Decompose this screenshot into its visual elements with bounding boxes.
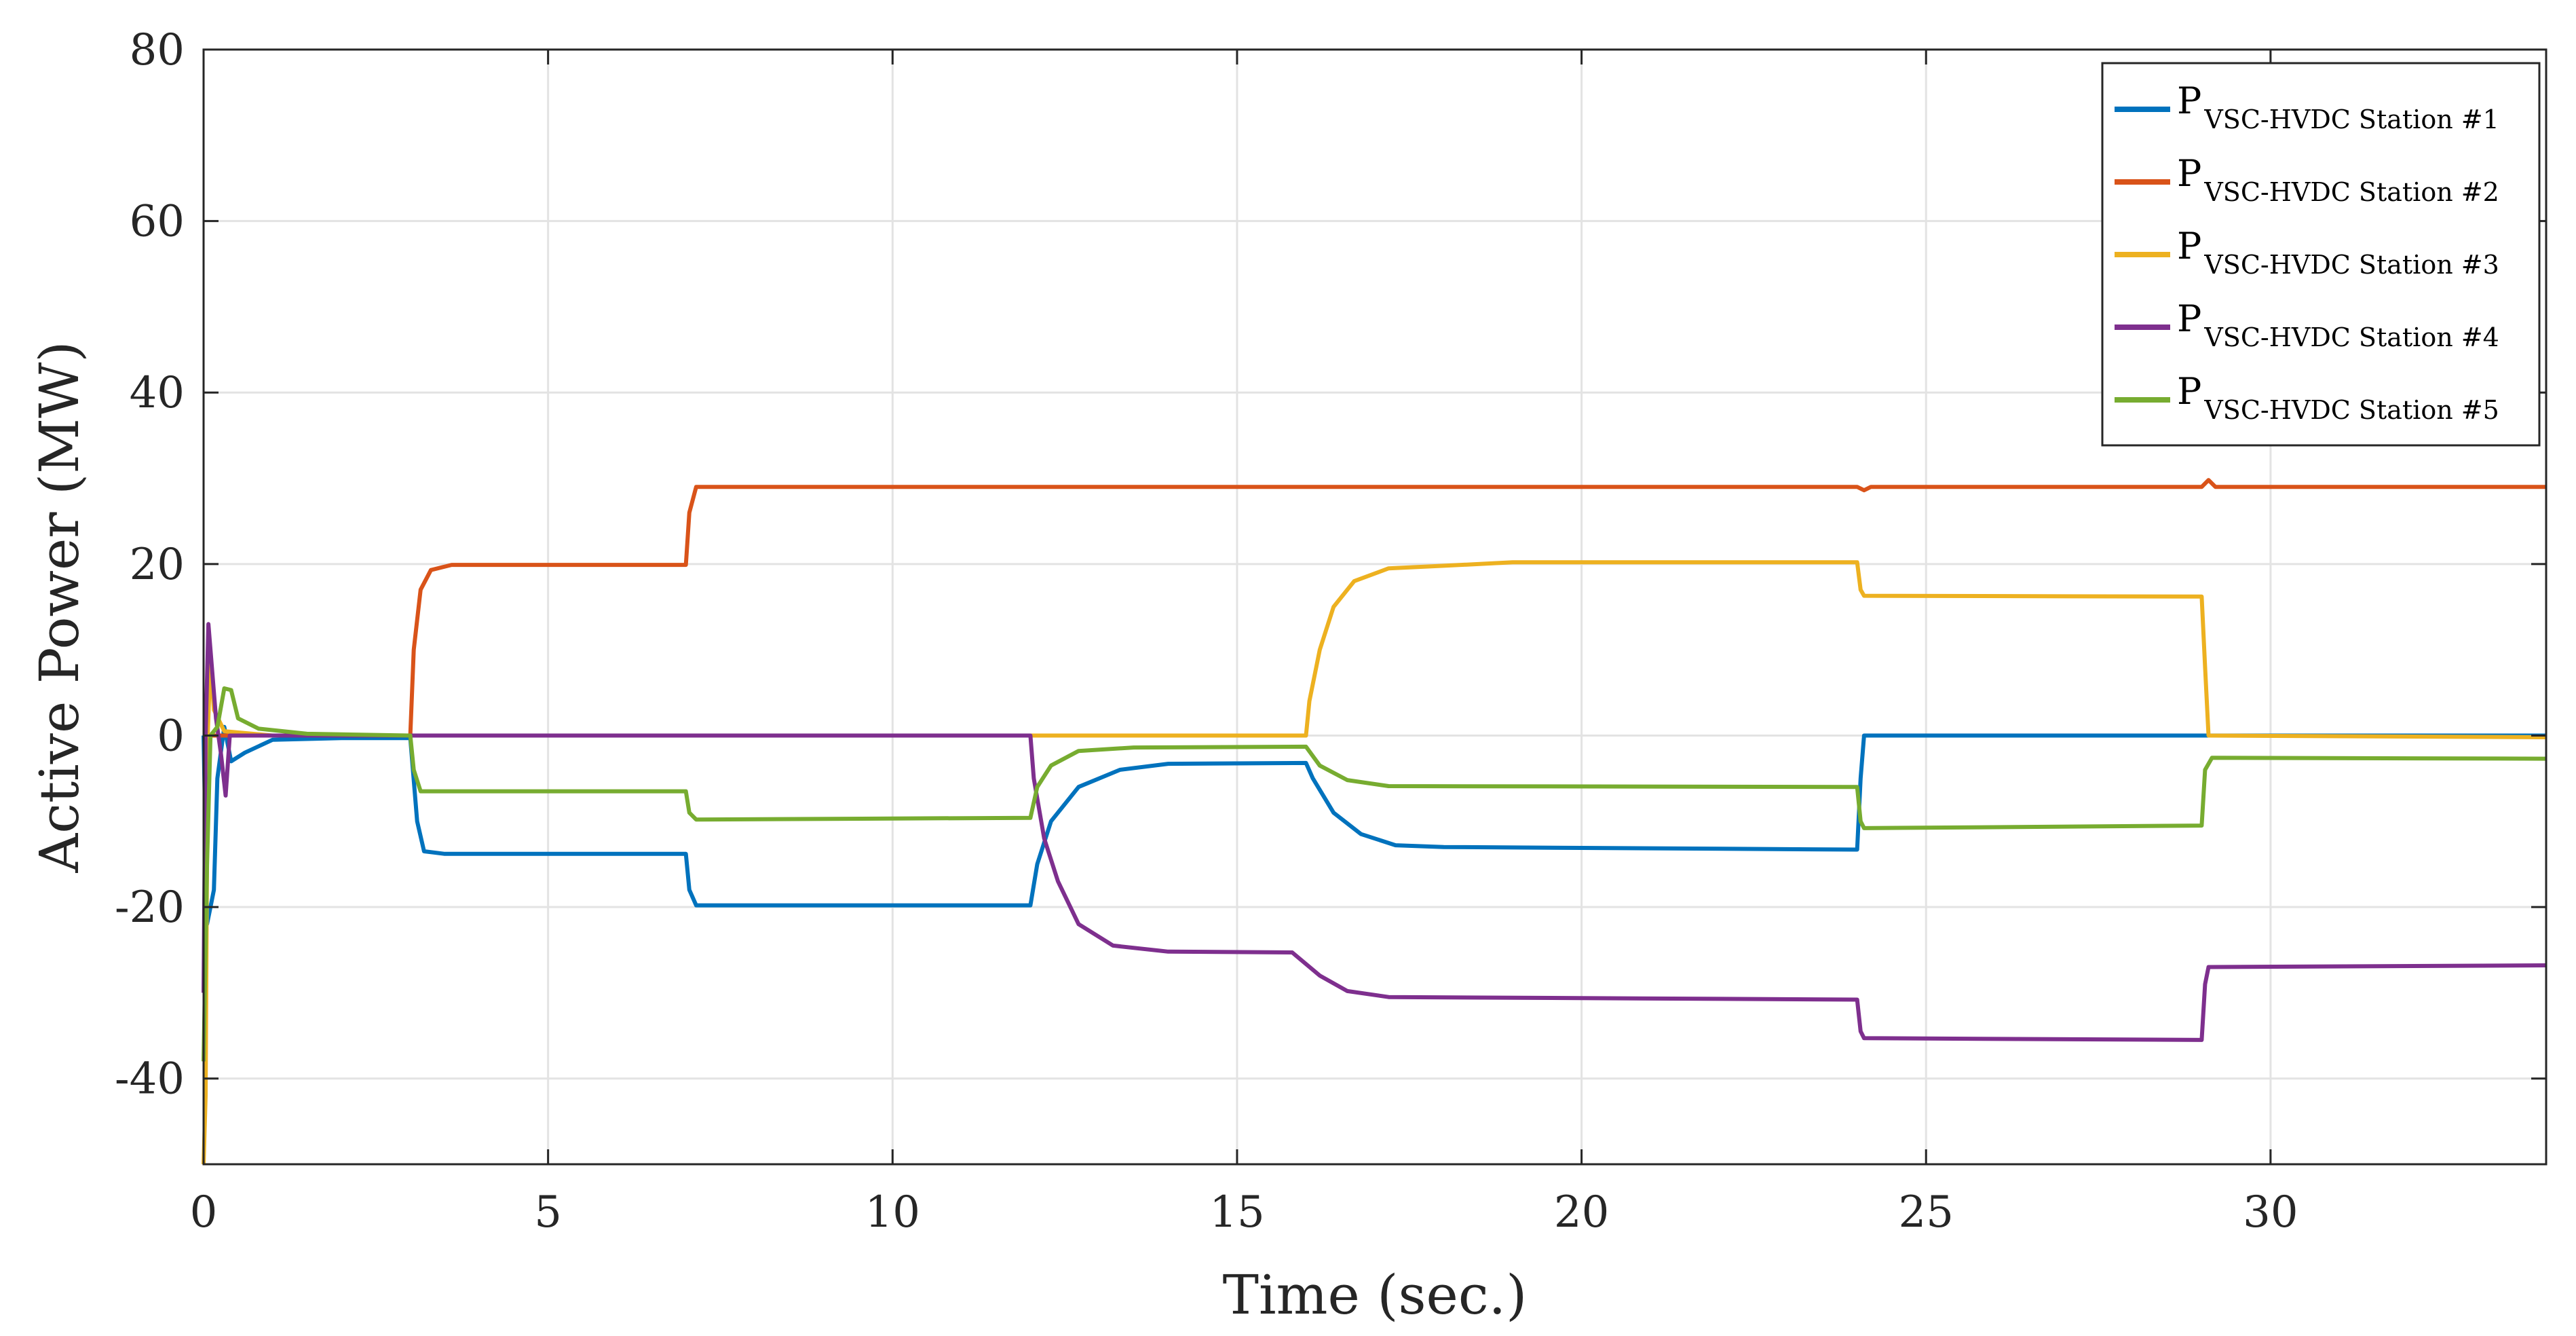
plot-frame	[202, 48, 2547, 1166]
legend-subscript: VSC-HVDC Station #2	[2203, 177, 2499, 207]
x-tick-label: 5	[534, 1187, 562, 1238]
x-axis-label: Time (sec.)	[1223, 1263, 1528, 1326]
x-tick-label: 0	[190, 1187, 218, 1238]
legend-box	[2101, 62, 2541, 447]
legend-label-station-1: P VSC-HVDC Station #1	[2177, 79, 2499, 134]
legend-subscript: VSC-HVDC Station #1	[2203, 105, 2499, 134]
x-tick-label: 10	[865, 1187, 920, 1238]
y-axis-label: Active Power (MW)	[28, 341, 91, 873]
y-tick-label: 60	[130, 197, 185, 247]
y-tick-label: -40	[115, 1054, 185, 1105]
series-lines	[202, 478, 2547, 1165]
series-line-station-5	[202, 686, 2547, 1062]
legend-subscript: VSC-HVDC Station #5	[2203, 395, 2499, 425]
legend-subscript: VSC-HVDC Station #3	[2203, 250, 2499, 280]
legend: P VSC-HVDC Station #1P VSC-HVDC Station #2…	[2101, 62, 2541, 447]
y-tick-label: 80	[130, 25, 185, 75]
y-tick-label: 20	[130, 540, 185, 590]
y-tick-label: -20	[115, 883, 185, 933]
y-tick-label: 40	[130, 368, 185, 418]
x-tick-label: 15	[1209, 1187, 1264, 1238]
axis-ticks: 0 5 10 15 20 25 30 -40 -20 0 20 40 60 80	[115, 25, 2546, 1238]
y-tick-label: 0	[157, 711, 185, 761]
x-tick-label: 25	[1899, 1187, 1954, 1238]
x-tick-label: 30	[2243, 1187, 2298, 1238]
series-line-station-2	[204, 478, 2546, 738]
legend-subscript: VSC-HVDC Station #4	[2203, 322, 2499, 352]
x-tick-label: 20	[1554, 1187, 1609, 1238]
